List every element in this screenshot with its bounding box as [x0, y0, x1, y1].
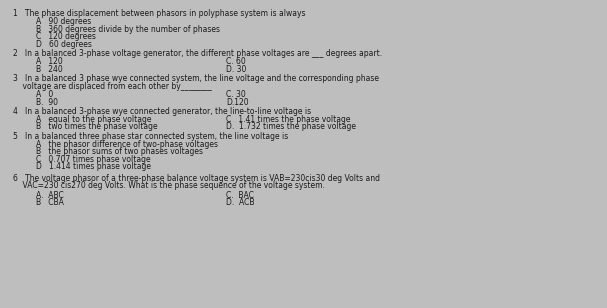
- Text: D.  1.732 times the phase voltage: D. 1.732 times the phase voltage: [226, 122, 356, 131]
- Text: A   90 degrees: A 90 degrees: [36, 17, 91, 26]
- Text: A   equal to the phase voltage: A equal to the phase voltage: [36, 115, 151, 124]
- Text: C   0.707 times phase voltage: C 0.707 times phase voltage: [36, 155, 151, 164]
- Text: C   120 degrees: C 120 degrees: [36, 32, 96, 41]
- Text: B   two times the phase voltage: B two times the phase voltage: [36, 122, 157, 131]
- Text: B   CBA: B CBA: [36, 198, 64, 207]
- Text: 6   The voltage phasor of a three-phase balance voltage system is VAB=230cis30 d: 6 The voltage phasor of a three-phase ba…: [13, 174, 380, 183]
- Text: C. 30: C. 30: [226, 90, 246, 99]
- Text: A.  ABC: A. ABC: [36, 191, 64, 200]
- Text: 5   In a balanced three phase star connected system, the line voltage is: 5 In a balanced three phase star connect…: [13, 132, 288, 141]
- Text: VAC=230 cis270 deg Volts. What is the phase sequence of the voltage system.: VAC=230 cis270 deg Volts. What is the ph…: [13, 181, 325, 190]
- Text: D   1.414 times phase voltage: D 1.414 times phase voltage: [36, 162, 151, 172]
- Text: D.  ACB: D. ACB: [226, 198, 255, 207]
- Text: 2   In a balanced 3-phase voltage generator, the different phase voltages are __: 2 In a balanced 3-phase voltage generato…: [13, 49, 382, 58]
- Text: A   120: A 120: [36, 57, 63, 67]
- Text: B   the phasor sums of two phases voltages: B the phasor sums of two phases voltages: [36, 147, 203, 156]
- Text: C. 60: C. 60: [226, 57, 246, 67]
- Text: A   the phasor difference of two-phase voltages: A the phasor difference of two-phase vol…: [36, 140, 218, 149]
- Text: D   60 degrees: D 60 degrees: [36, 40, 92, 49]
- Text: 4   In a balanced 3-phase wye connected generator, the line-to-line voltage is: 4 In a balanced 3-phase wye connected ge…: [13, 107, 311, 116]
- Text: B   240: B 240: [36, 65, 63, 74]
- Text: C   1.41 times the phase voltage: C 1.41 times the phase voltage: [226, 115, 351, 124]
- Text: D.120: D.120: [226, 98, 249, 107]
- Text: 3   In a balanced 3 phase wye connected system, the line voltage and the corresp: 3 In a balanced 3 phase wye connected sy…: [13, 74, 379, 83]
- Text: voltage are displaced from each other by________: voltage are displaced from each other by…: [13, 82, 212, 91]
- Text: C.  BAC: C. BAC: [226, 191, 254, 200]
- Text: B.  90: B. 90: [36, 98, 58, 107]
- Text: B   360 degrees divide by the number of phases: B 360 degrees divide by the number of ph…: [36, 25, 220, 34]
- Text: A   0: A 0: [36, 90, 53, 99]
- Text: D. 30: D. 30: [226, 65, 246, 74]
- Text: 1   The phase displacement between phasors in polyphase system is always: 1 The phase displacement between phasors…: [13, 9, 306, 18]
